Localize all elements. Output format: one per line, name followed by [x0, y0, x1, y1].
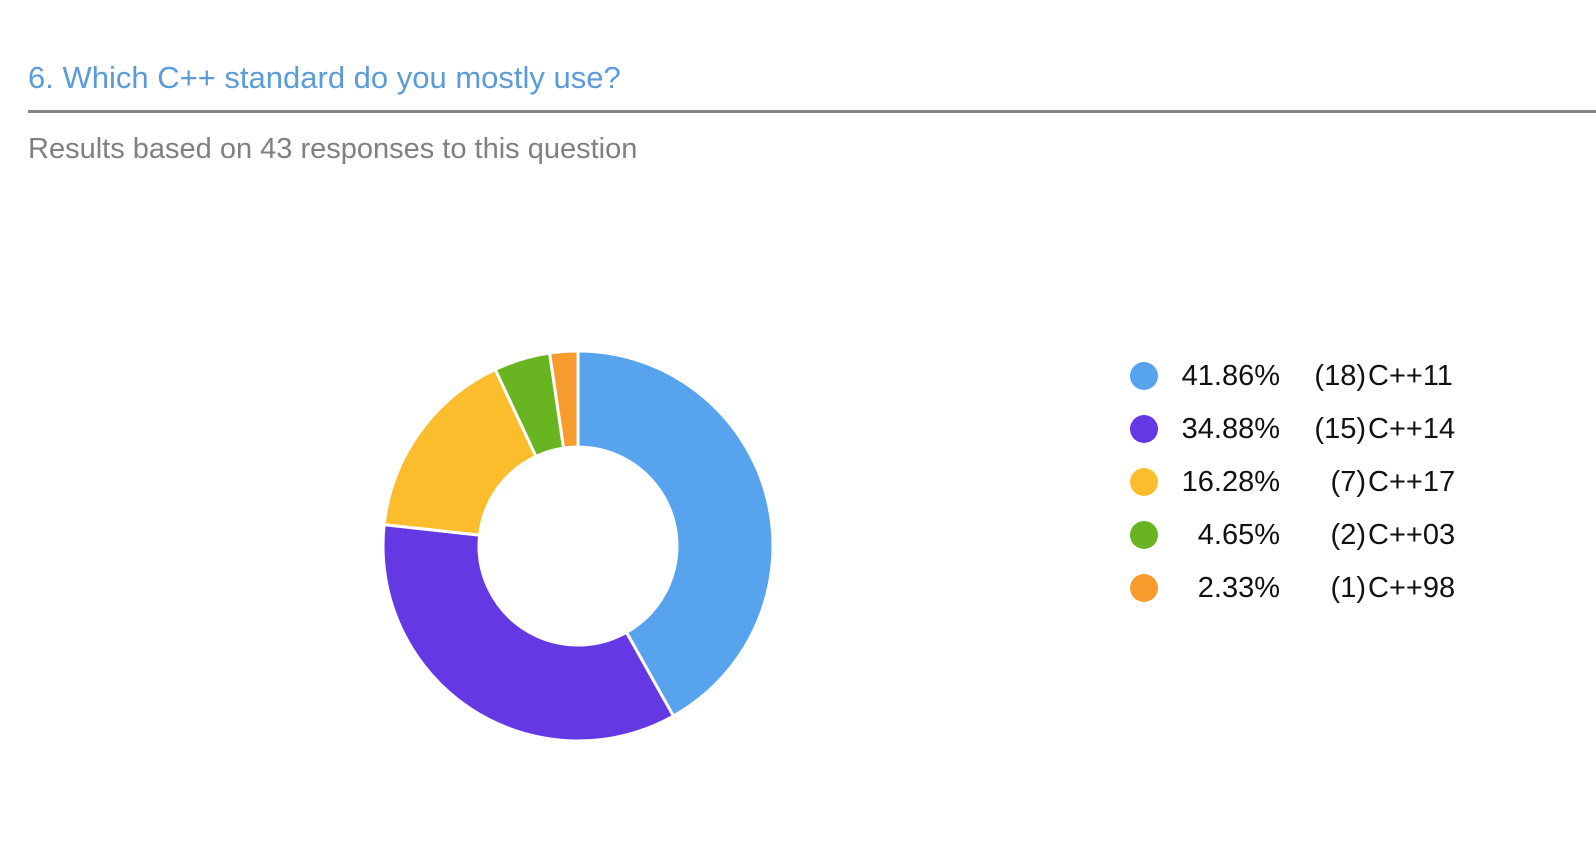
legend-label: C++17 — [1368, 466, 1456, 498]
legend-count: (7) — [1330, 466, 1366, 498]
legend-percent: 2.33% — [1197, 572, 1280, 604]
legend-count: (18) — [1314, 360, 1366, 392]
donut-slice-cpp17 — [382, 367, 538, 537]
legend-item-cpp14: 34.88% (15) C++14 — [1128, 411, 1468, 464]
legend-percent: 34.88% — [1181, 413, 1280, 445]
legend-count: (1) — [1330, 572, 1366, 604]
donut-slice-cpp14 — [381, 523, 675, 743]
legend-swatch — [1130, 362, 1158, 390]
legend-count: (15) — [1314, 413, 1366, 445]
legend-percent: 41.86% — [1181, 360, 1280, 392]
results-summary: Results based on 43 responses to this qu… — [28, 133, 638, 165]
legend-percent: 4.65% — [1197, 519, 1280, 551]
legend-swatch — [1130, 574, 1158, 602]
question-title: 6. Which C++ standard do you mostly use? — [28, 60, 621, 95]
legend-item-cpp11: 41.86% (18) C++11 — [1128, 358, 1468, 411]
legend-percent: 16.28% — [1181, 466, 1280, 498]
legend-item-cpp98: 2.33% (1) C++98 — [1128, 570, 1468, 623]
chart-legend: 41.86% (18) C++11 34.88% (15) C++14 16.28% (7) C… — [1128, 358, 1468, 623]
legend-item-cpp03: 4.65% (2) C++03 — [1128, 517, 1468, 570]
title-divider — [28, 110, 1596, 113]
legend-item-cpp17: 16.28% (7) C++17 — [1128, 464, 1468, 517]
legend-label: C++14 — [1368, 413, 1456, 445]
legend-label: C++11 — [1368, 360, 1453, 392]
legend-label: C++03 — [1368, 519, 1456, 551]
donut-slice-cpp98 — [548, 349, 580, 450]
legend-label: C++98 — [1368, 572, 1456, 604]
donut-slice-cpp11 — [576, 349, 775, 718]
legend-swatch — [1130, 521, 1158, 549]
legend-swatch — [1130, 468, 1158, 496]
legend-count: (2) — [1330, 519, 1366, 551]
legend-swatch — [1130, 415, 1158, 443]
